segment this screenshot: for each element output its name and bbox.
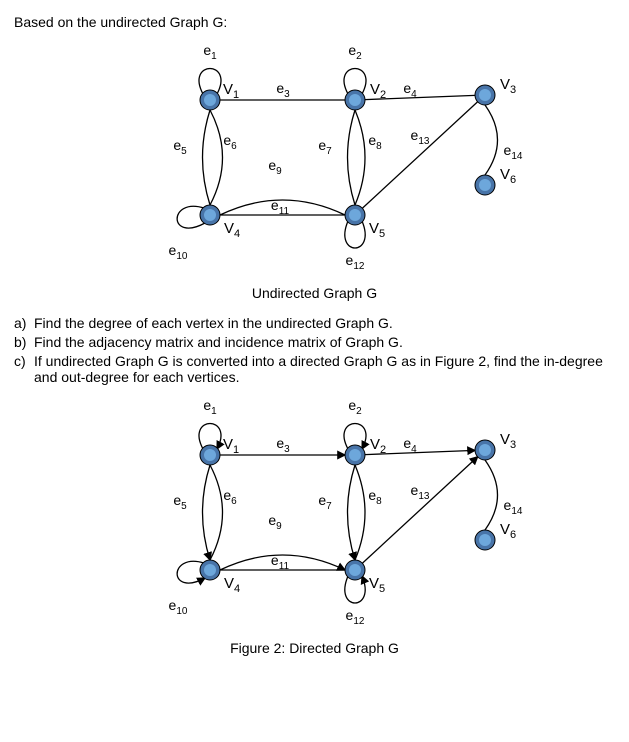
question-b: b)Find the adjacency matrix and incidenc…	[14, 334, 615, 350]
svg-text:e12: e12	[345, 252, 364, 272]
question-c-text: If undirected Graph G is converted into …	[34, 353, 603, 385]
svg-text:e9: e9	[268, 157, 282, 177]
question-b-text: Find the adjacency matrix and incidence …	[34, 334, 403, 350]
question-c: c)If undirected Graph G is converted int…	[14, 353, 615, 385]
svg-text:e14: e14	[503, 497, 522, 517]
svg-text:e6: e6	[223, 132, 237, 152]
svg-text:e13: e13	[410, 482, 429, 502]
svg-text:V4: V4	[224, 220, 240, 240]
svg-text:e8: e8	[368, 487, 382, 507]
svg-text:V6: V6	[500, 521, 516, 541]
svg-text:V2: V2	[370, 81, 386, 101]
svg-text:V4: V4	[224, 575, 240, 595]
intro-text: Based on the undirected Graph G:	[14, 14, 615, 30]
svg-text:e5: e5	[173, 492, 187, 512]
svg-text:e3: e3	[276, 435, 290, 455]
svg-text:V2: V2	[370, 436, 386, 456]
svg-text:V1: V1	[223, 81, 239, 101]
directed-graph: e1e2e3e4e5e6e7e8e9e11e10e12e13e14V1V2V3V…	[65, 395, 565, 635]
question-a-text: Find the degree of each vertex in the un…	[34, 315, 393, 331]
svg-text:e4: e4	[403, 435, 417, 455]
caption-undirected: Undirected Graph G	[14, 285, 615, 301]
svg-text:e10: e10	[168, 242, 187, 262]
questions-block: a)Find the degree of each vertex in the …	[14, 315, 615, 385]
svg-text:e14: e14	[503, 142, 522, 162]
svg-text:e1: e1	[203, 42, 217, 62]
svg-text:V1: V1	[223, 436, 239, 456]
svg-text:e13: e13	[410, 127, 429, 147]
svg-text:e2: e2	[348, 42, 362, 62]
undirected-graph: e1e2e3e4e5e6e7e8e9e11e10e12e13e14V1V2V3V…	[65, 40, 565, 280]
caption-directed: Figure 2: Directed Graph G	[14, 640, 615, 656]
svg-text:e7: e7	[318, 137, 332, 157]
svg-text:V3: V3	[500, 431, 516, 451]
question-a: a)Find the degree of each vertex in the …	[14, 315, 615, 331]
svg-text:V5: V5	[369, 220, 385, 240]
svg-text:e12: e12	[345, 607, 364, 627]
svg-text:e2: e2	[348, 397, 362, 417]
svg-text:V5: V5	[369, 575, 385, 595]
svg-text:e8: e8	[368, 132, 382, 152]
svg-text:e3: e3	[276, 80, 290, 100]
svg-text:e5: e5	[173, 137, 187, 157]
svg-text:e4: e4	[403, 80, 417, 100]
svg-text:V6: V6	[500, 166, 516, 186]
svg-text:e1: e1	[203, 397, 217, 417]
svg-text:e9: e9	[268, 512, 282, 532]
svg-text:e7: e7	[318, 492, 332, 512]
svg-text:e6: e6	[223, 487, 237, 507]
svg-text:V3: V3	[500, 76, 516, 96]
svg-text:e10: e10	[168, 597, 187, 617]
